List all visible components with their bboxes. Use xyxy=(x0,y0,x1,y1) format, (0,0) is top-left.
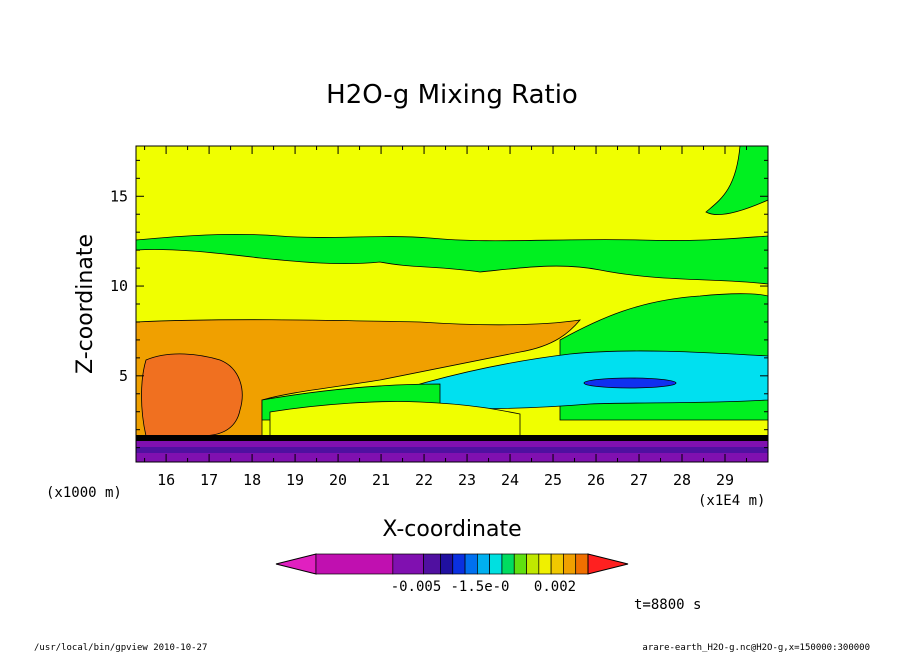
colorbar-segment-10 xyxy=(526,553,540,575)
x-tick-label-16: 16 xyxy=(157,471,175,489)
colorbar-segment-5 xyxy=(464,553,478,575)
footer-left: /usr/local/bin/gpview 2010-10-27 xyxy=(34,643,207,653)
contour-field xyxy=(136,146,768,462)
colorbar-segment-2 xyxy=(423,553,441,575)
x-tick-label-21: 21 xyxy=(372,471,390,489)
x-tick-label-27: 27 xyxy=(630,471,648,489)
x-tick-label-19: 19 xyxy=(286,471,304,489)
region-dark-purple-strip xyxy=(136,447,768,453)
colorbar-label-0: -0.005 xyxy=(391,579,442,595)
colorbar-label-2: 0.002 xyxy=(534,579,576,595)
chart-title: H2O-g Mixing Ratio xyxy=(326,80,578,110)
y-axis-label: Z-coordinate xyxy=(73,234,98,374)
region-dark-orange-left xyxy=(141,353,243,437)
x-tick-label-26: 26 xyxy=(587,471,605,489)
colorbar-segment-0 xyxy=(315,553,394,575)
colorbar-right-arrow xyxy=(587,553,629,575)
colorbar-segment-11 xyxy=(538,553,552,575)
x-unit-left: (x1000 m) xyxy=(46,485,122,501)
colorbar-segment-13 xyxy=(563,553,577,575)
colorbar-segment-14 xyxy=(575,553,589,575)
y-tick-label-10: 10 xyxy=(110,277,128,295)
x-tick-label-28: 28 xyxy=(673,471,691,489)
x-tick-label-23: 23 xyxy=(458,471,476,489)
colorbar-segment-9 xyxy=(513,553,527,575)
x-tick-label-24: 24 xyxy=(501,471,519,489)
x-axis: 16 17 18 19 20 21 22 23 24 25 26 27 28 29 xyxy=(144,146,748,489)
region-black-interface-line xyxy=(136,435,768,441)
colorbar-segment-1 xyxy=(392,553,424,575)
region-green-band xyxy=(136,233,768,285)
region-green-corner xyxy=(705,146,768,216)
region-blue-core xyxy=(583,377,677,389)
colorbar-label-1: -1.5e-0 xyxy=(450,579,509,595)
x-tick-label-29: 29 xyxy=(716,471,734,489)
colorbar-segment-6 xyxy=(477,553,490,575)
colorbar-left-arrow xyxy=(275,553,317,575)
x-tick-label-17: 17 xyxy=(200,471,218,489)
colorbar-segment-4 xyxy=(452,553,466,575)
region-yellow-lower xyxy=(269,401,521,437)
colorbar xyxy=(275,553,629,575)
x-axis-label: X-coordinate xyxy=(382,517,521,542)
x-tick-label-20: 20 xyxy=(329,471,347,489)
colorbar-segment-8 xyxy=(501,553,515,575)
colorbar-segment-12 xyxy=(550,553,564,575)
y-tick-label-15: 15 xyxy=(110,187,128,205)
region-orange-layer xyxy=(136,319,581,437)
colorbar-segment-3 xyxy=(440,553,454,575)
y-tick-label-5: 5 xyxy=(119,367,128,385)
x-tick-label-25: 25 xyxy=(544,471,562,489)
colorbar-labels: -0.005 -1.5e-0 0.002 xyxy=(391,579,576,595)
footer-right: arare-earth_H2O-g.nc@H2O-g,x=150000:3000… xyxy=(642,643,870,653)
y-axis: 5 10 15 xyxy=(110,159,768,449)
x-tick-label-18: 18 xyxy=(243,471,261,489)
time-label: t=8800 s xyxy=(634,597,701,613)
x-unit-right: (x1E4 m) xyxy=(698,493,765,509)
colorbar-segment-7 xyxy=(489,553,503,575)
x-tick-label-22: 22 xyxy=(415,471,433,489)
